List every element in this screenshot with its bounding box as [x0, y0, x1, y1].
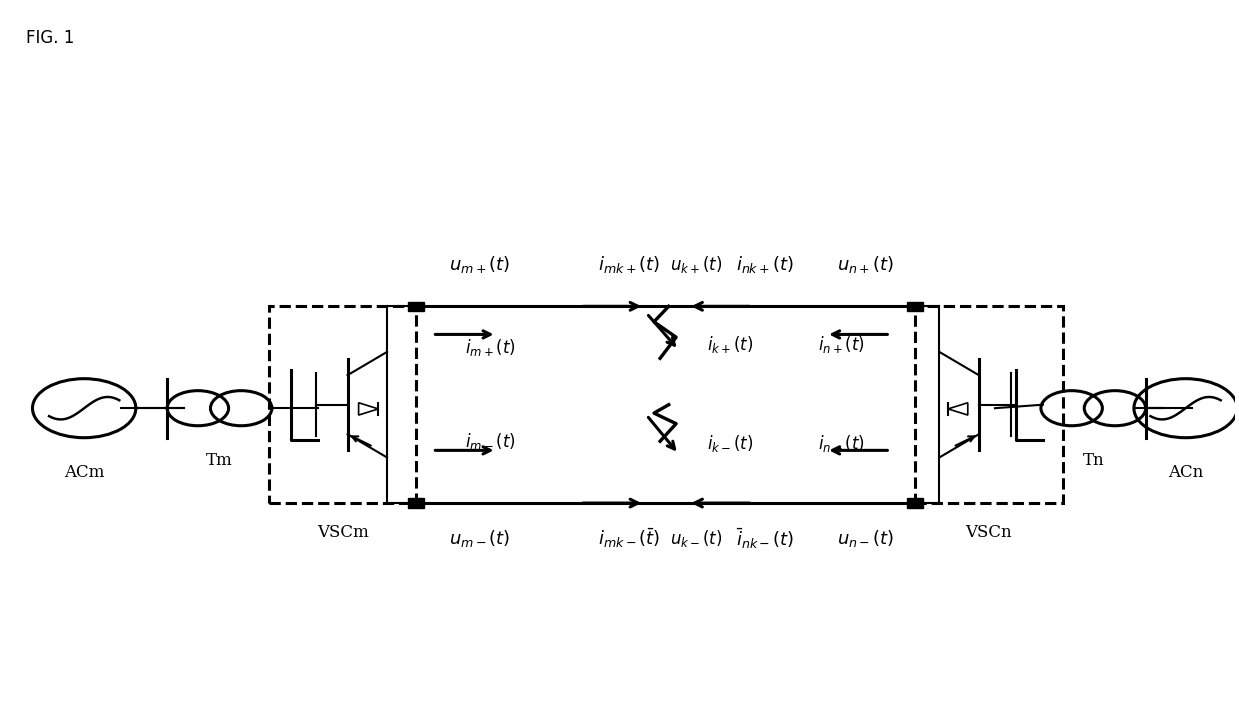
Text: $u_{k+}(t)$: $u_{k+}(t)$ — [670, 254, 722, 274]
Text: $i_{mk-}(\bar{t})$: $i_{mk-}(\bar{t})$ — [598, 526, 660, 550]
Text: $u_{k-}(t)$: $u_{k-}(t)$ — [670, 528, 722, 549]
Text: VSCn: VSCn — [965, 524, 1012, 541]
Text: Tm: Tm — [206, 452, 233, 469]
Text: VSCm: VSCm — [317, 524, 368, 541]
Text: $i_{n-}(t)$: $i_{n-}(t)$ — [818, 433, 865, 454]
Bar — [914, 306, 1063, 503]
Text: Tn: Tn — [1083, 452, 1104, 469]
Text: $i_{k-}(t)$: $i_{k-}(t)$ — [707, 433, 753, 454]
Text: $i_{k+}(t)$: $i_{k+}(t)$ — [707, 334, 753, 356]
Polygon shape — [948, 402, 968, 415]
Text: ACm: ACm — [64, 464, 104, 481]
Bar — [409, 498, 425, 508]
Text: ACn: ACn — [1168, 464, 1203, 481]
Text: $u_{m+}(t)$: $u_{m+}(t)$ — [449, 254, 509, 274]
Text: $i_{mk+}(t)$: $i_{mk+}(t)$ — [598, 254, 660, 274]
Text: FIG. 1: FIG. 1 — [26, 28, 74, 47]
Text: $u_{n+}(t)$: $u_{n+}(t)$ — [838, 254, 895, 274]
Text: $i_{nk+}(t)$: $i_{nk+}(t)$ — [736, 254, 794, 274]
Bar — [907, 498, 923, 508]
Text: $\bar{i}_{nk-}(t)$: $\bar{i}_{nk-}(t)$ — [736, 526, 794, 550]
Bar — [907, 301, 923, 311]
Text: $i_{m-}(t)$: $i_{m-}(t)$ — [465, 431, 515, 451]
Text: $i_{m+}(t)$: $i_{m+}(t)$ — [465, 336, 515, 358]
Text: $u_{m-}(t)$: $u_{m-}(t)$ — [449, 528, 509, 549]
Text: $u_{n-}(t)$: $u_{n-}(t)$ — [838, 528, 895, 549]
Bar — [409, 301, 425, 311]
Bar — [269, 306, 416, 503]
Text: $i_{n+}(t)$: $i_{n+}(t)$ — [818, 334, 865, 356]
Polygon shape — [358, 402, 378, 415]
